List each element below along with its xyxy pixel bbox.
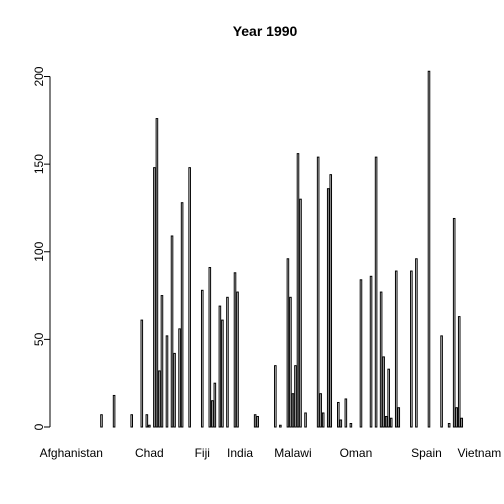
bar <box>140 319 144 428</box>
x-tick-label: India <box>227 446 253 460</box>
y-tick-label: 100 <box>32 241 46 261</box>
x-tick-label: Malawi <box>274 446 311 460</box>
bar <box>130 414 134 428</box>
bar <box>155 118 159 428</box>
bar <box>415 258 418 428</box>
bar <box>344 398 348 428</box>
bar <box>200 289 204 428</box>
bar <box>455 407 458 428</box>
bar <box>173 352 176 428</box>
bar <box>440 335 443 428</box>
bar <box>236 291 239 428</box>
y-tick-label: 0 <box>32 423 46 430</box>
bar <box>460 417 464 428</box>
bar <box>304 412 307 428</box>
bar <box>256 415 259 428</box>
bar <box>218 305 222 428</box>
y-axis: 0 50 100 150 200 <box>32 66 51 430</box>
bar <box>369 275 373 428</box>
bar <box>326 188 330 428</box>
x-tick-label: Spain <box>411 446 442 460</box>
bar <box>233 272 237 428</box>
bar <box>387 368 390 428</box>
bar <box>291 393 295 428</box>
bar <box>112 394 116 428</box>
bar <box>447 423 451 428</box>
bar <box>410 270 413 428</box>
bar <box>397 407 401 428</box>
bar <box>188 167 191 428</box>
bar <box>208 267 212 428</box>
bar <box>349 423 353 428</box>
x-tick-label: Afghanistan <box>40 446 103 460</box>
bar <box>221 319 224 428</box>
bar <box>158 370 161 428</box>
chart-title: Year 1990 <box>233 23 298 39</box>
bar <box>374 156 378 428</box>
bar <box>213 382 217 428</box>
bar <box>319 393 322 428</box>
bar <box>165 335 169 428</box>
bar <box>457 316 461 428</box>
bar <box>316 156 320 428</box>
bar <box>253 414 257 428</box>
bar <box>178 328 181 428</box>
bar <box>452 217 456 428</box>
y-tick-label: 200 <box>32 66 46 86</box>
bar <box>279 424 282 428</box>
bar <box>145 414 149 428</box>
bar <box>296 153 300 428</box>
bar <box>321 412 325 428</box>
bar <box>180 202 184 428</box>
y-tick-label: 50 <box>32 332 46 346</box>
bar <box>160 295 164 428</box>
bar <box>100 414 103 428</box>
bar <box>379 291 383 428</box>
bar <box>329 174 333 428</box>
bar <box>389 417 393 428</box>
bar <box>274 365 277 428</box>
bar <box>289 296 292 428</box>
bar <box>384 415 388 428</box>
bar <box>427 70 431 428</box>
x-tick-label: Vietnam <box>457 446 501 460</box>
bar <box>153 167 156 428</box>
bars <box>100 70 464 428</box>
x-axis: Afghanistan Chad Fiji India Malawi Oman Spain V… <box>40 446 502 460</box>
y-tick-label: 150 <box>32 154 46 174</box>
bar <box>339 419 343 428</box>
bar <box>226 296 229 428</box>
bar <box>394 270 398 428</box>
x-tick-label: Fiji <box>195 446 210 460</box>
bar <box>211 400 214 428</box>
bar <box>148 424 151 428</box>
bar <box>299 198 302 428</box>
bar <box>337 401 340 428</box>
bar <box>170 235 174 428</box>
bar <box>382 356 385 428</box>
x-tick-label: Oman <box>340 446 373 460</box>
x-tick-label: Chad <box>135 446 164 460</box>
bar <box>359 279 363 428</box>
bar <box>286 258 290 428</box>
bar <box>294 365 297 428</box>
